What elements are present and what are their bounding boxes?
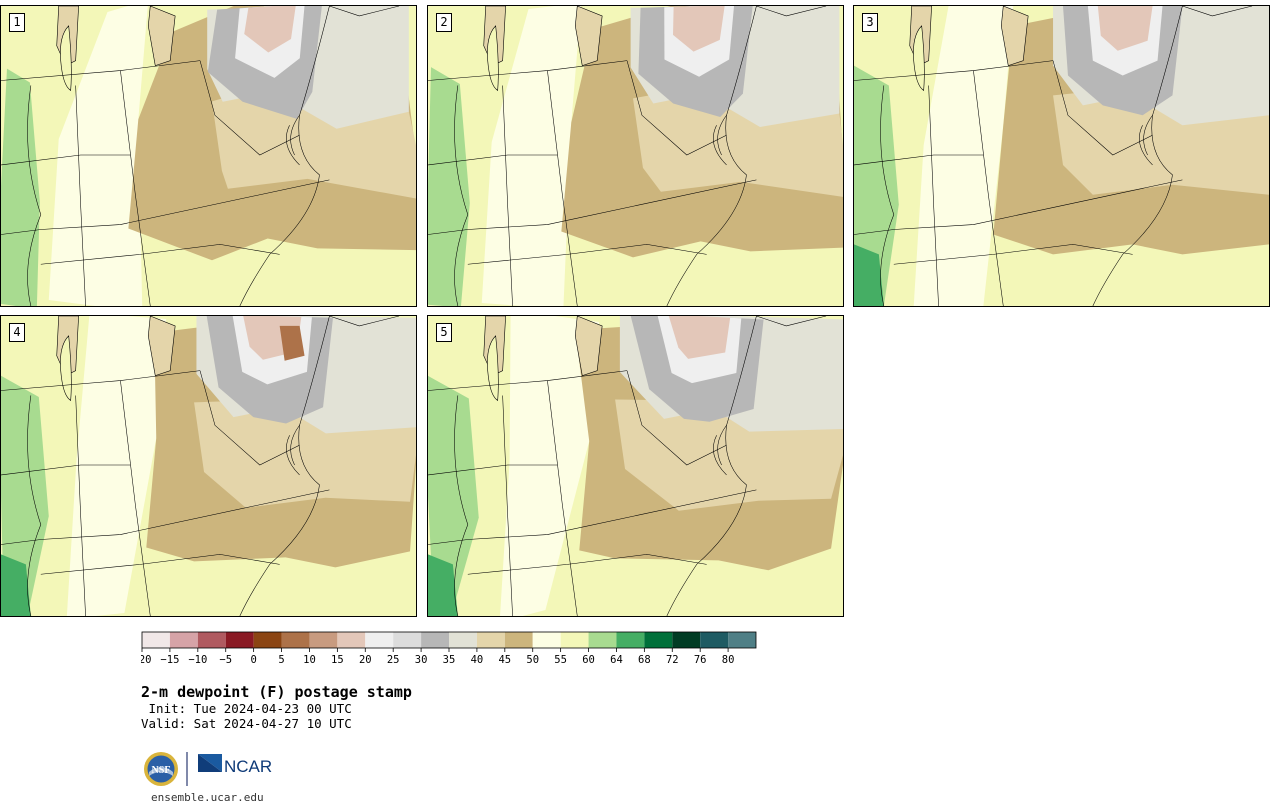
ncar-logo: NCAR	[198, 754, 272, 776]
colorbar-tick-label: 80	[722, 654, 735, 666]
colorbar-swatch	[169, 632, 198, 648]
colorbar-tick-label: −15	[160, 654, 179, 666]
colorbar-swatch	[225, 632, 254, 648]
colorbar-tick-label: 20	[359, 654, 372, 666]
colorbar-swatch	[449, 632, 477, 648]
dewpoint-map	[1, 316, 416, 616]
colorbar-tick-label: 50	[526, 654, 539, 666]
colorbar-tick-label: 0	[250, 654, 256, 666]
dewpoint-map	[428, 316, 843, 616]
colorbar-tick-label: −20	[141, 654, 151, 666]
member-number-label: 4	[9, 323, 25, 342]
colorbar-swatch	[476, 632, 505, 648]
website-link[interactable]: ensemble.ucar.edu	[151, 791, 264, 804]
ensemble-member-panel-1: 1	[0, 5, 417, 307]
colorbar-swatch	[588, 632, 617, 648]
colorbar-swatch	[560, 632, 589, 648]
dewpoint-map	[854, 6, 1269, 306]
title-block: 2-m dewpoint (F) postage stamp Init: Tue…	[141, 683, 412, 731]
dewpoint-map	[1, 6, 416, 306]
colorbar-tick-label: 30	[415, 654, 428, 666]
colorbar-swatch	[421, 632, 449, 648]
colorbar-tick-label: 45	[498, 654, 511, 666]
colorbar-tick-label: 25	[387, 654, 400, 666]
nsf-logo-text: NSF	[152, 765, 171, 776]
nsf-ncar-logos: NSF NCAR	[144, 752, 272, 786]
colorbar-swatch	[672, 632, 701, 648]
colorbar-tick-label: 15	[331, 654, 344, 666]
init-time: Init: Tue 2024-04-23 00 UTC	[141, 701, 352, 716]
ensemble-member-panel-5: 5	[427, 315, 844, 617]
colorbar-swatch	[532, 632, 561, 648]
nsf-logo: NSF	[144, 752, 178, 786]
ensemble-member-panel-4: 4	[0, 315, 417, 617]
member-number-label: 3	[862, 13, 878, 32]
colorbar-swatch	[393, 632, 422, 648]
ensemble-member-panel-3: 3	[853, 5, 1270, 307]
page-title: 2-m dewpoint (F) postage stamp	[141, 683, 412, 701]
colorbar-tick-label: 60	[582, 654, 595, 666]
colorbar-swatch	[309, 632, 338, 648]
colorbar-swatch	[365, 632, 394, 648]
colorbar-swatch	[504, 632, 533, 648]
member-number-label: 1	[9, 13, 25, 32]
member-number-label: 5	[436, 323, 452, 342]
colorbar-swatch	[197, 632, 226, 648]
colorbar-tick-label: 40	[471, 654, 484, 666]
colorbar-swatch	[142, 632, 170, 648]
colorbar-tick-label: 35	[443, 654, 456, 666]
colorbar-swatch	[281, 632, 310, 648]
colorbar-tick-label: 72	[666, 654, 679, 666]
colorbar-tick-label: 76	[694, 654, 707, 666]
ncar-logo-text: NCAR	[224, 757, 272, 776]
member-number-label: 2	[436, 13, 452, 32]
colorbar-tick-label: 5	[278, 654, 284, 666]
colorbar-tick-label: −5	[219, 654, 232, 666]
dewpoint-map	[428, 6, 843, 306]
colorbar-tick-label: 68	[638, 654, 651, 666]
colorbar-tick-label: 10	[303, 654, 316, 666]
colorbar-swatch	[253, 632, 282, 648]
colorbar-swatch	[616, 632, 645, 648]
ensemble-member-panel-2: 2	[427, 5, 844, 307]
colorbar-tick-label: −10	[188, 654, 207, 666]
colorbar-swatch	[337, 632, 366, 648]
colorbar-swatch	[700, 632, 729, 648]
colorbar-swatch	[728, 632, 756, 648]
valid-time: Valid: Sat 2024-04-27 10 UTC	[141, 716, 352, 731]
colorbar-swatch	[644, 632, 673, 648]
colorbar-tick-label: 55	[554, 654, 567, 666]
dewpoint-colorbar: −20 −15 −10 −5 0 5 10 15 20 25 30 35 40 45 50 55 60 64 68 7…	[141, 631, 757, 666]
colorbar-tick-label: 64	[610, 654, 623, 666]
